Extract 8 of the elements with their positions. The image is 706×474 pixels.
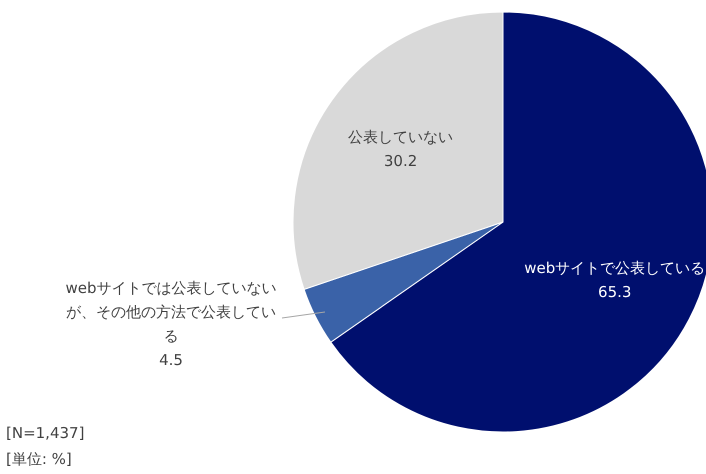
slice-label: webサイトで公表している (524, 258, 706, 280)
text: [N=1,437] (6, 424, 84, 442)
slice-label: 公表していない (348, 126, 454, 148)
data-label: 65.3 (597, 282, 632, 304)
slice-label: webサイトでは公表していないが、その他の方法で公表している (64, 278, 278, 347)
data-label: 30.2 (382, 150, 418, 172)
text: [単位: %] (6, 450, 72, 469)
data-label: 4.5 (158, 350, 184, 371)
